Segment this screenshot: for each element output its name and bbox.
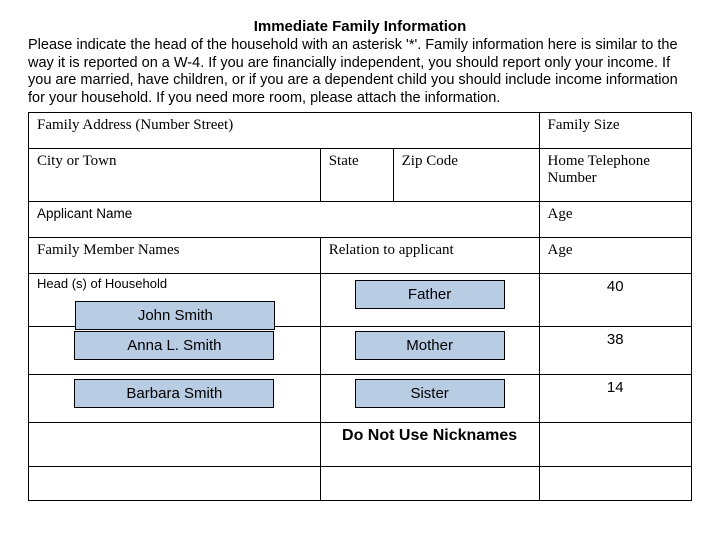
cell-name-2: Barbara Smith: [29, 374, 321, 422]
cell-age-0: 40: [539, 273, 692, 326]
label-member-age: Age: [539, 237, 692, 273]
member-age-2: 14: [548, 379, 684, 396]
cell-blank-2: [539, 466, 692, 500]
cell-age-1: 38: [539, 326, 692, 374]
cell-empty-age: [539, 422, 692, 466]
cell-blank-0: [29, 466, 321, 500]
cell-relation-2: Sister: [320, 374, 539, 422]
member-age-1: 38: [548, 331, 684, 348]
member-name-0: John Smith: [75, 301, 275, 330]
member-name-2: Barbara Smith: [74, 379, 274, 408]
form-instructions: Please indicate the head of the househol…: [28, 37, 692, 108]
label-phone: Home Telephone Number: [539, 148, 692, 201]
cell-relation-1: Mother: [320, 326, 539, 374]
cell-age-2: 14: [539, 374, 692, 422]
member-relation-2: Sister: [355, 379, 505, 408]
label-family-address: Family Address (Number Street): [29, 112, 540, 148]
cell-empty-name: [29, 422, 321, 466]
family-info-table: Family Address (Number Street) Family Si…: [28, 112, 692, 501]
label-applicant-name: Applicant Name: [29, 201, 540, 237]
form-title: Immediate Family Information: [28, 18, 692, 35]
label-member-names: Family Member Names: [29, 237, 321, 273]
cell-head-and-member-0: Head (s) of Household John Smith: [29, 273, 321, 326]
label-applicant-age: Age: [539, 201, 692, 237]
member-age-0: 40: [548, 278, 684, 295]
nickname-warning: Do Not Use Nicknames: [329, 427, 531, 445]
label-family-size: Family Size: [539, 112, 692, 148]
label-city: City or Town: [29, 148, 321, 201]
label-zip: Zip Code: [393, 148, 539, 201]
label-state: State: [320, 148, 393, 201]
cell-name-1: Anna L. Smith: [29, 326, 321, 374]
member-relation-1: Mother: [355, 331, 505, 360]
member-name-1: Anna L. Smith: [74, 331, 274, 360]
cell-blank-1: [320, 466, 539, 500]
member-relation-0: Father: [355, 280, 505, 309]
label-head-of-household: Head (s) of Household: [37, 276, 314, 293]
label-relation: Relation to applicant: [320, 237, 539, 273]
cell-warning: Do Not Use Nicknames: [320, 422, 539, 466]
cell-relation-0: Father: [320, 273, 539, 326]
